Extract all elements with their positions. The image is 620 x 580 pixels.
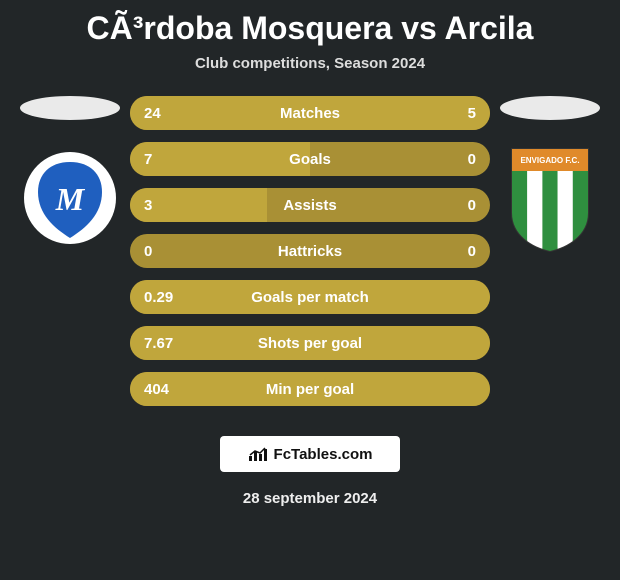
- stat-value-right: 5: [468, 105, 476, 122]
- stat-value-left: 0: [144, 243, 152, 260]
- stat-label: Goals per match: [251, 289, 369, 306]
- shield-stripes: [512, 171, 588, 253]
- left-club-badge-svg: M: [20, 148, 120, 248]
- stat-value-left: 404: [144, 381, 169, 398]
- stat-value-left: 7.67: [144, 335, 173, 352]
- stripe-4: [573, 171, 588, 253]
- stat-value-left: 0.29: [144, 289, 173, 306]
- stat-label: Goals: [289, 151, 331, 168]
- stripe-2: [542, 171, 557, 253]
- right-player-column: ENVIGADO F.C.: [490, 96, 610, 248]
- stat-bar: 7 Goals 0: [130, 142, 490, 176]
- stat-value-right: 0: [468, 197, 476, 214]
- stat-bar: 24 Matches 5: [130, 96, 490, 130]
- brand-text: FcTables.com: [274, 446, 373, 463]
- page-subtitle: Club competitions, Season 2024: [0, 55, 620, 72]
- page-title: CÃ³rdoba Mosquera vs Arcila: [0, 0, 620, 47]
- chart-icon: [248, 446, 268, 462]
- stat-bar: 7.67 Shots per goal: [130, 326, 490, 360]
- stat-bar: 404 Min per goal: [130, 372, 490, 406]
- stat-value-right: 0: [468, 243, 476, 260]
- stat-value-left: 24: [144, 105, 161, 122]
- stat-bar-right-fill: [404, 96, 490, 130]
- stripe-0: [512, 171, 527, 253]
- stat-label: Hattricks: [278, 243, 342, 260]
- left-player-name-ellipse: [20, 96, 120, 120]
- badge-letter: M: [55, 181, 86, 217]
- footer-date: 28 september 2024: [0, 490, 620, 507]
- stat-label: Matches: [280, 105, 340, 122]
- brand-box: FcTables.com: [220, 436, 400, 472]
- stat-value-left: 3: [144, 197, 152, 214]
- comparison-row: M 24Matches57Goals03Assists00Hattricks00…: [0, 96, 620, 418]
- left-player-column: M: [10, 96, 130, 248]
- stat-label: Shots per goal: [258, 335, 362, 352]
- stripe-3: [558, 171, 573, 253]
- stat-bars-column: 24 Matches 5 7 Goals 0 3 Assists 0 0 Hattricks 0 0.2…: [130, 96, 490, 418]
- stat-bar-left-fill: [130, 142, 310, 176]
- shield-top-text: ENVIGADO F.C.: [520, 156, 579, 165]
- right-club-badge: ENVIGADO F.C.: [500, 148, 600, 248]
- stat-bar: 0.29 Goals per match: [130, 280, 490, 314]
- right-club-badge-svg: ENVIGADO F.C.: [500, 143, 600, 253]
- stat-bar-left-fill: [130, 96, 404, 130]
- stat-label: Assists: [283, 197, 336, 214]
- stat-label: Min per goal: [266, 381, 354, 398]
- right-player-name-ellipse: [500, 96, 600, 120]
- left-club-badge: M: [20, 148, 120, 248]
- stat-value-right: 0: [468, 151, 476, 168]
- stat-bar: 3 Assists 0: [130, 188, 490, 222]
- stat-bar: 0 Hattricks 0: [130, 234, 490, 268]
- stripe-1: [527, 171, 542, 253]
- stat-value-left: 7: [144, 151, 152, 168]
